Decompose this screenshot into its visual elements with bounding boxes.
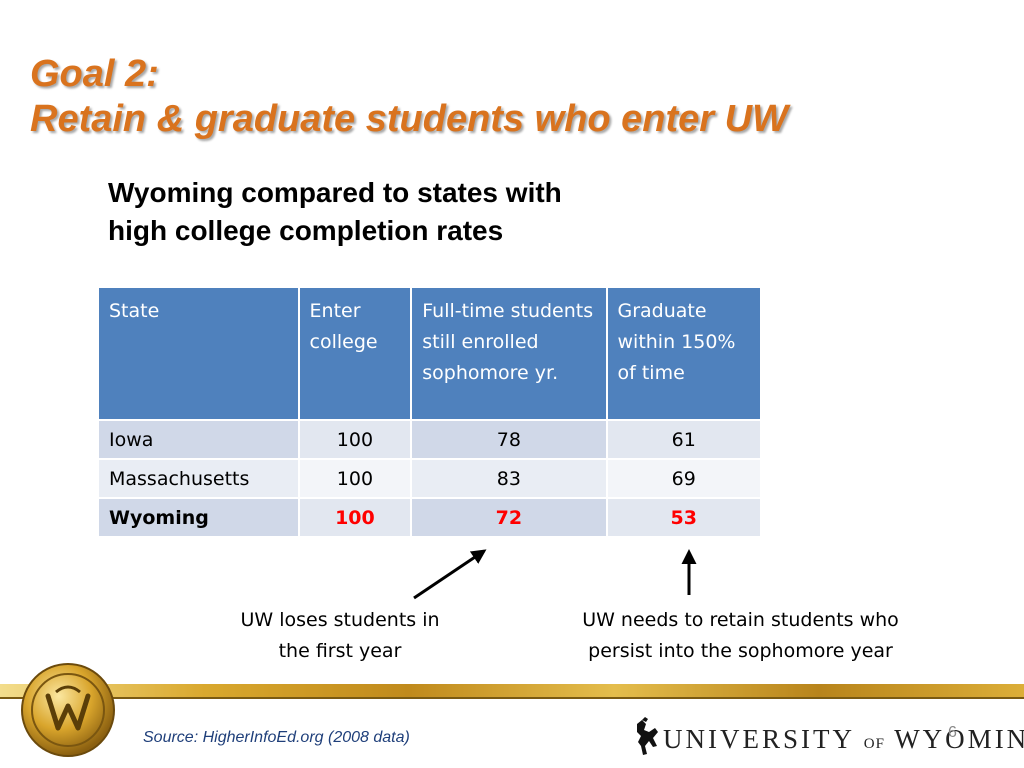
- table-cell-enter: 100: [297, 497, 413, 538]
- university-seal-icon: [21, 663, 115, 757]
- wordmark-of: OF: [863, 736, 885, 752]
- footer-divider: [0, 697, 1024, 699]
- table-cell-graduate: 61: [605, 419, 762, 460]
- slide-title-line-2: Retain & graduate students who enter UW: [30, 98, 788, 140]
- arrow-to-sophomore-column: [413, 549, 487, 600]
- table-row-massachusetts: Massachusetts 100 83 69: [97, 458, 762, 499]
- annotation-sophomore-year: UW needs to retain students who persist …: [548, 605, 933, 667]
- table-cell-state: Massachusetts: [97, 458, 300, 499]
- table-header-row: State Enter college Full-time students s…: [97, 286, 762, 421]
- university-logo: UNIVERSITY OF WYOMING: [633, 714, 1024, 762]
- table-cell-sophomore: 72: [410, 497, 608, 538]
- annotation-first-year: UW loses students in the first year: [210, 605, 470, 667]
- slide-title-line-1: Goal 2:: [30, 53, 159, 95]
- wordmark-wyoming: WYOMING: [894, 724, 1024, 754]
- bucking-horse-icon: [637, 717, 658, 755]
- comparison-table: State Enter college Full-time students s…: [97, 286, 762, 538]
- table-row-wyoming: Wyoming 100 72 53: [97, 497, 762, 538]
- header-graduate-150: Graduate within 150% of time: [605, 286, 762, 421]
- slide-subtitle-line-1: Wyoming compared to states with: [108, 177, 562, 208]
- slide-subtitle-line-2: high college completion rates: [108, 215, 504, 246]
- table-cell-enter: 100: [297, 458, 413, 499]
- table-cell-state: Wyoming: [97, 497, 300, 538]
- slide-title: Goal 2: Retain & graduate students who e…: [30, 52, 788, 142]
- source-citation: Source: HigherInfoEd.org (2008 data): [143, 729, 410, 746]
- slide-subtitle: Wyoming compared to states with high col…: [108, 174, 562, 250]
- table-cell-graduate: 69: [605, 458, 762, 499]
- annotation-first-year-line-2: the first year: [278, 640, 402, 662]
- table-cell-enter: 100: [297, 419, 413, 460]
- table-cell-state: Iowa: [97, 419, 300, 460]
- table-cell-graduate: 53: [605, 497, 762, 538]
- header-sophomore-enrolled: Full-time students still enrolled sophom…: [410, 286, 608, 421]
- table-row-iowa: Iowa 100 78 61: [97, 419, 762, 460]
- annotation-sophomore-line-2: persist into the sophomore year: [588, 640, 893, 662]
- annotation-sophomore-line-1: UW needs to retain students who: [582, 609, 899, 631]
- annotation-first-year-line-1: UW loses students in: [240, 609, 440, 631]
- page-number: 6: [948, 724, 957, 741]
- table-cell-sophomore: 78: [410, 419, 608, 460]
- table-cell-sophomore: 83: [410, 458, 608, 499]
- wordmark-university: UNIVERSITY: [663, 724, 854, 754]
- header-state: State: [97, 286, 300, 421]
- university-wordmark: UNIVERSITY OF WYOMING: [663, 724, 1024, 755]
- header-enter-college: Enter college: [297, 286, 413, 421]
- gold-footer-band: [0, 684, 1024, 697]
